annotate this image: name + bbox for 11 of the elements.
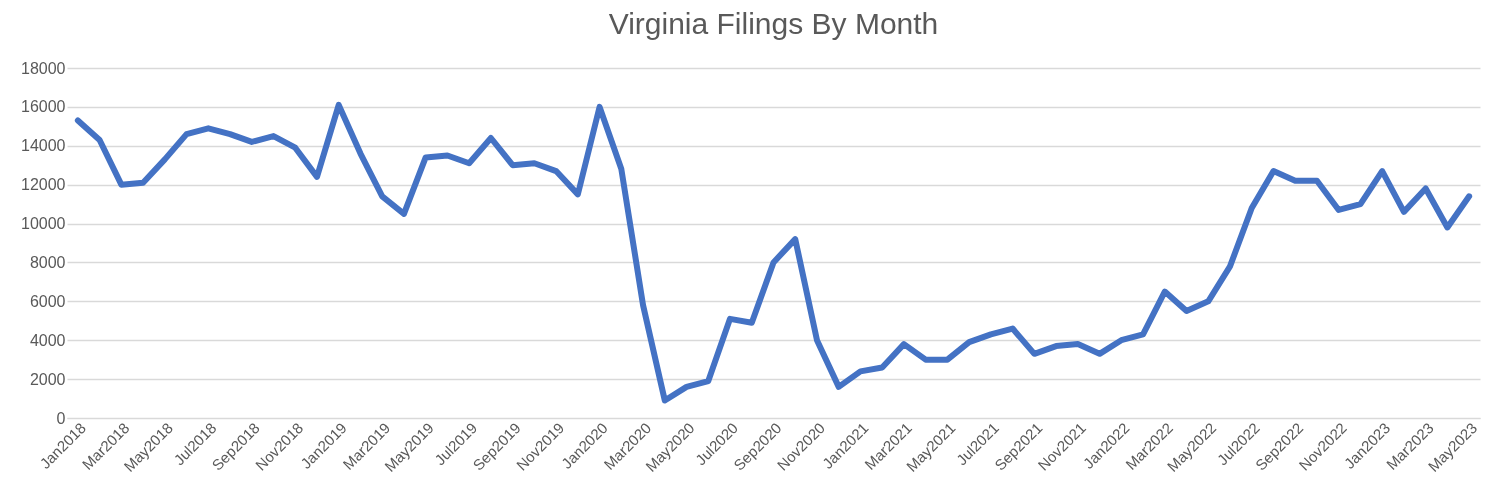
y-tick-label: 2000 (29, 370, 66, 388)
y-tick-label: 10000 (21, 215, 66, 233)
y-tick-label: 16000 (21, 98, 66, 116)
y-tick-label: 12000 (21, 176, 66, 194)
y-tick-label: 14000 (21, 137, 66, 155)
chart-title: Virginia Filings By Month (608, 7, 939, 40)
y-tick-label: 4000 (29, 331, 66, 349)
y-tick-label: 18000 (21, 59, 66, 77)
y-tick-label: 8000 (29, 253, 66, 271)
y-tick-label: 0 (56, 409, 66, 427)
y-tick-label: 6000 (29, 292, 66, 310)
